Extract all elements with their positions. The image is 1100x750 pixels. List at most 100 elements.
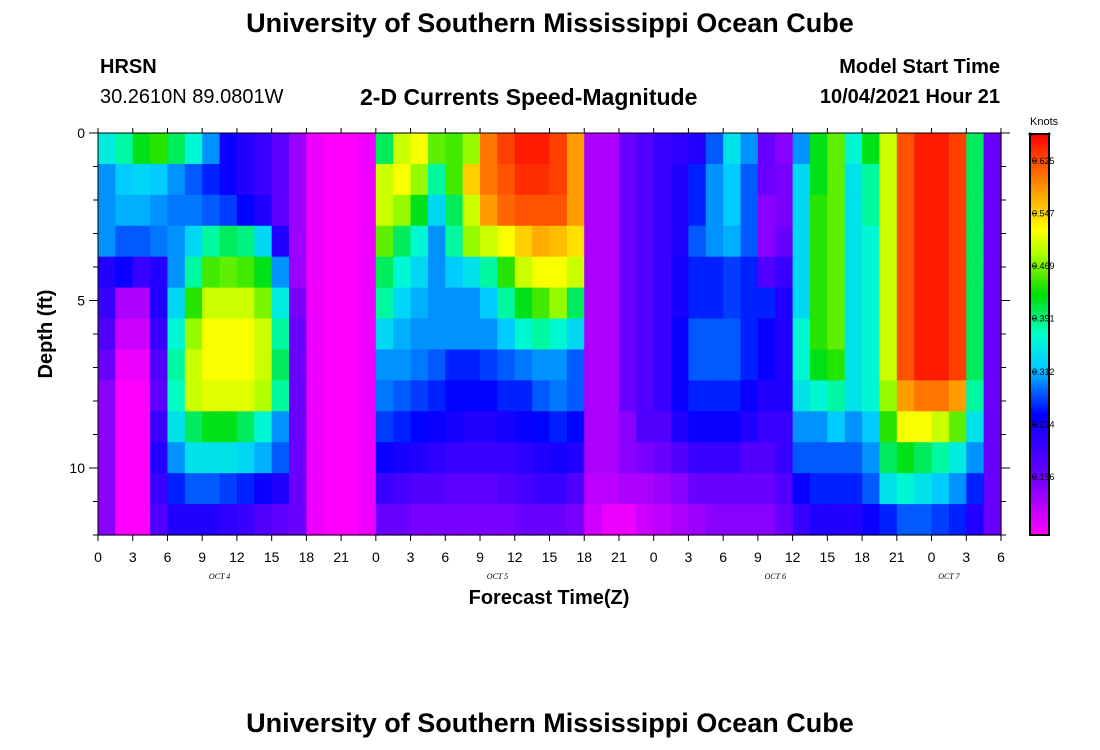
heatmap-cell — [584, 318, 603, 351]
heatmap-cell — [236, 504, 255, 536]
heatmap-cell — [688, 256, 707, 289]
heatmap-cell — [896, 194, 915, 227]
heatmap-cell — [427, 411, 446, 443]
heatmap-cell — [480, 411, 499, 443]
heatmap-cell — [184, 380, 203, 412]
heatmap-cell — [306, 194, 325, 227]
heatmap-cell — [219, 380, 238, 412]
heatmap-cell — [983, 473, 1002, 505]
heatmap-cell — [410, 504, 429, 536]
heatmap-cell — [879, 411, 898, 443]
heatmap-cell — [792, 225, 811, 258]
heatmap-cell — [896, 442, 915, 474]
heatmap-cell — [618, 287, 637, 320]
heatmap-cell — [184, 194, 203, 227]
heatmap-cell — [983, 318, 1002, 351]
heatmap-cell — [427, 133, 446, 165]
heatmap-cell — [427, 194, 446, 227]
heatmap-cell — [601, 473, 620, 505]
colorbar-tick-label: 0.469 — [1032, 261, 1055, 271]
y-tick-label: 5 — [77, 293, 85, 309]
x-axis-label: Forecast Time(Z) — [469, 587, 630, 609]
heatmap-cell — [705, 504, 724, 536]
heatmap-cell — [705, 133, 724, 165]
heatmap-cell — [671, 287, 690, 320]
heatmap-cell — [757, 287, 776, 320]
heatmap-cell — [306, 133, 325, 165]
heatmap-cell — [323, 163, 342, 196]
heatmap-cell — [601, 163, 620, 196]
heatmap-cell — [775, 256, 794, 289]
heatmap-cell — [480, 349, 499, 381]
heatmap-cell — [636, 194, 655, 227]
heatmap-cell — [150, 411, 169, 443]
heatmap-cell — [862, 349, 881, 381]
heatmap-cell — [462, 318, 481, 351]
heatmap-cell — [896, 225, 915, 258]
heatmap-cell — [688, 133, 707, 165]
heatmap-cell — [202, 473, 221, 505]
heatmap-cell — [445, 194, 464, 227]
heatmap-cell — [236, 163, 255, 196]
heatmap-cell — [393, 287, 412, 320]
heatmap-cell — [514, 473, 533, 505]
heatmap-cell — [671, 318, 690, 351]
heatmap-cell — [879, 194, 898, 227]
heatmap-cell — [445, 504, 464, 536]
heatmap-cell — [636, 380, 655, 412]
heatmap-cell — [966, 442, 985, 474]
heatmap-cell — [202, 380, 221, 412]
heatmap-cell — [323, 256, 342, 289]
x-tick-label: 6 — [164, 549, 172, 565]
heatmap-cell — [480, 442, 499, 474]
heatmap-cell — [98, 133, 116, 165]
heatmap-cell — [844, 504, 863, 536]
heatmap-cell — [688, 163, 707, 196]
heatmap-cell — [323, 287, 342, 320]
day-label: OCT 4 — [209, 572, 230, 581]
heatmap-cell — [150, 225, 169, 258]
heatmap-cell — [132, 163, 151, 196]
heatmap-cell — [410, 256, 429, 289]
heatmap-cell — [653, 349, 672, 381]
heatmap-cell — [341, 163, 360, 196]
heatmap-cell — [618, 225, 637, 258]
heatmap-cell — [532, 473, 551, 505]
heatmap-cell — [132, 256, 151, 289]
heatmap-cell — [358, 349, 377, 381]
heatmap-cell — [914, 163, 933, 196]
heatmap-cell — [844, 287, 863, 320]
heatmap-cell — [566, 349, 585, 381]
heatmap-cell — [445, 473, 464, 505]
heatmap-cell — [514, 163, 533, 196]
heatmap-cell — [532, 133, 551, 165]
heatmap-cell — [879, 380, 898, 412]
heatmap-cell — [705, 380, 724, 412]
heatmap-cell — [757, 349, 776, 381]
heatmap-cell — [705, 256, 724, 289]
heatmap-cell — [827, 256, 846, 289]
heatmap-cell — [792, 473, 811, 505]
heatmap-cell — [723, 411, 742, 443]
heatmap-cell — [341, 133, 360, 165]
heatmap-cell — [254, 504, 273, 536]
heatmap-cell — [948, 473, 967, 505]
heatmap-cell — [862, 504, 881, 536]
heatmap-cell — [236, 380, 255, 412]
heatmap-cell — [757, 225, 776, 258]
heatmap-cell — [306, 225, 325, 258]
heatmap-cell — [358, 380, 377, 412]
heatmap-cell — [497, 225, 516, 258]
heatmap-cell — [618, 163, 637, 196]
chart-subtitle: 2-D Currents Speed-Magnitude — [360, 84, 698, 110]
heatmap-cell — [219, 194, 238, 227]
heatmap-cell — [323, 133, 342, 165]
heatmap-cell — [271, 163, 290, 196]
day-labels: OCT 4 OCT 5 OCT 6 OCT 7 — [209, 572, 961, 581]
heatmap-cell — [879, 287, 898, 320]
heatmap-cell — [757, 473, 776, 505]
heatmap-cell — [636, 473, 655, 505]
heatmap-cell — [497, 133, 516, 165]
heatmap-cell — [150, 163, 169, 196]
